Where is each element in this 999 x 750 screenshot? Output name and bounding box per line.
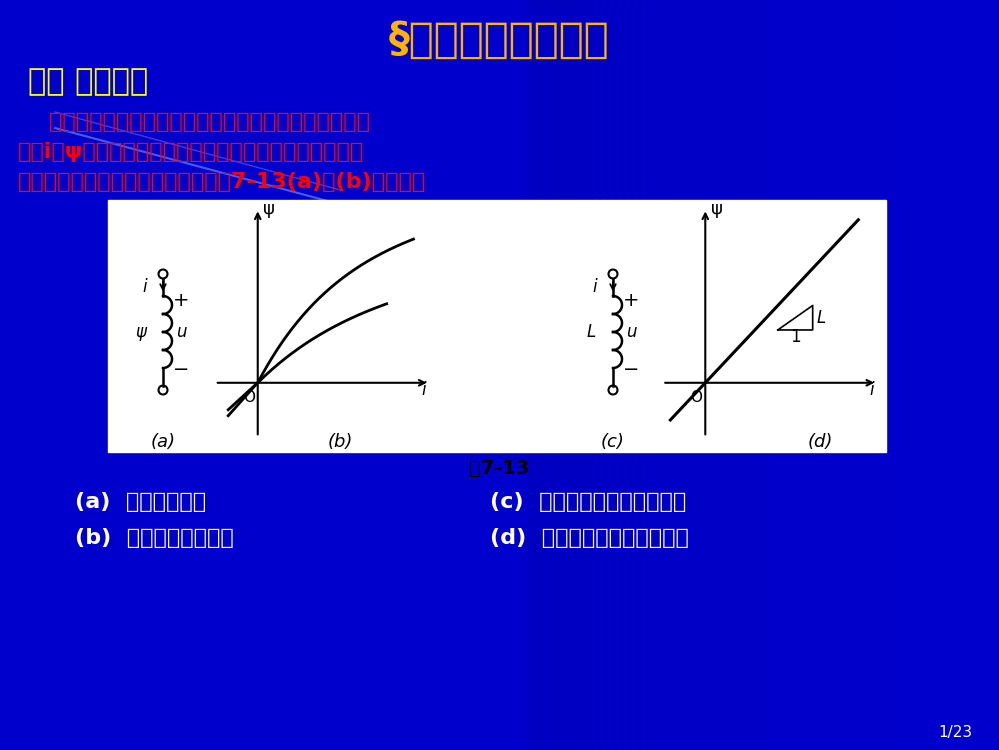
Text: O: O <box>243 390 255 405</box>
Bar <box>703 0 711 750</box>
Text: i: i <box>143 278 147 296</box>
Text: 系由i－ψ平面上一条曲线所确定，则称此二端元件为电感: 系由i－ψ平面上一条曲线所确定，则称此二端元件为电感 <box>18 142 365 162</box>
Bar <box>943 0 951 750</box>
Bar <box>895 0 903 750</box>
Bar <box>711 0 719 750</box>
Bar <box>879 0 887 750</box>
Bar <box>775 0 783 750</box>
Text: L: L <box>817 309 826 327</box>
Text: +: + <box>622 290 639 310</box>
Bar <box>759 0 767 750</box>
Bar <box>591 0 599 750</box>
Text: ψ: ψ <box>710 200 722 218</box>
Bar <box>959 0 967 750</box>
Bar <box>767 0 775 750</box>
Bar <box>559 0 567 750</box>
Bar <box>567 0 575 750</box>
Bar <box>839 0 847 750</box>
Text: i: i <box>869 381 874 399</box>
Bar <box>735 0 743 750</box>
Text: (b): (b) <box>328 433 353 451</box>
Text: (c): (c) <box>601 433 625 451</box>
Bar <box>887 0 895 750</box>
Bar <box>631 0 639 750</box>
Bar <box>535 0 543 750</box>
Bar <box>847 0 855 750</box>
Text: u: u <box>176 323 186 341</box>
Text: O: O <box>690 390 702 405</box>
Text: 1/23: 1/23 <box>938 724 972 740</box>
Bar <box>639 0 647 750</box>
Bar <box>751 0 759 750</box>
Bar <box>671 0 679 750</box>
Bar <box>719 0 727 750</box>
Text: −: − <box>622 359 639 379</box>
Bar <box>687 0 695 750</box>
Bar <box>807 0 815 750</box>
Text: (a)  电感元件符号: (a) 电感元件符号 <box>75 492 206 512</box>
Text: (c)  线性时不变电感元件符号: (c) 线性时不变电感元件符号 <box>490 492 686 512</box>
Text: (b)  电感元件特征曲线: (b) 电感元件特征曲线 <box>75 528 234 548</box>
Text: (d): (d) <box>807 433 833 451</box>
Bar <box>647 0 655 750</box>
Bar <box>815 0 823 750</box>
Bar <box>911 0 919 750</box>
Bar <box>623 0 631 750</box>
Text: +: + <box>173 290 189 310</box>
Text: (a): (a) <box>151 433 176 451</box>
Bar <box>903 0 911 750</box>
Bar <box>855 0 863 750</box>
Text: §７－３　电感元件: §７－３ 电感元件 <box>389 19 609 61</box>
Bar <box>583 0 591 750</box>
Bar <box>527 0 535 750</box>
Bar <box>951 0 959 750</box>
Bar <box>967 0 975 750</box>
Bar <box>927 0 935 750</box>
Bar <box>935 0 943 750</box>
Bar <box>655 0 663 750</box>
Bar <box>543 0 551 750</box>
Bar <box>975 0 983 750</box>
Bar <box>607 0 615 750</box>
Bar <box>743 0 751 750</box>
Bar <box>983 0 991 750</box>
Text: i: i <box>592 278 597 296</box>
Text: 图7-13: 图7-13 <box>469 458 529 478</box>
Text: ψ: ψ <box>263 200 275 218</box>
Text: 元件。电感元件符号和特征曲线如图7-13(a)和(b)所表示。: 元件。电感元件符号和特征曲线如图7-13(a)和(b)所表示。 <box>18 172 427 192</box>
Bar <box>108 200 886 452</box>
Text: 一、 电感元件: 一、 电感元件 <box>28 68 148 97</box>
Text: −: − <box>173 359 189 379</box>
Bar <box>991 0 999 750</box>
Bar <box>831 0 839 750</box>
Bar <box>615 0 623 750</box>
Text: (d)  线性时不变电感特征曲线: (d) 线性时不变电感特征曲线 <box>490 528 689 548</box>
Bar <box>575 0 583 750</box>
Text: L: L <box>586 323 595 341</box>
Text: u: u <box>625 323 636 341</box>
Bar <box>727 0 735 750</box>
Bar <box>863 0 871 750</box>
Bar <box>799 0 807 750</box>
Bar <box>551 0 559 750</box>
Text: 假如一个二端元件在任一时刻，其磁通链与电流之间关: 假如一个二端元件在任一时刻，其磁通链与电流之间关 <box>18 112 370 132</box>
Text: ψ: ψ <box>136 323 147 341</box>
Bar <box>823 0 831 750</box>
Bar <box>599 0 607 750</box>
Bar <box>679 0 687 750</box>
Text: i: i <box>422 381 427 399</box>
Bar <box>695 0 703 750</box>
Bar <box>663 0 671 750</box>
Bar <box>919 0 927 750</box>
Bar <box>791 0 799 750</box>
Text: 1: 1 <box>790 328 800 346</box>
Bar <box>871 0 879 750</box>
Bar <box>783 0 791 750</box>
